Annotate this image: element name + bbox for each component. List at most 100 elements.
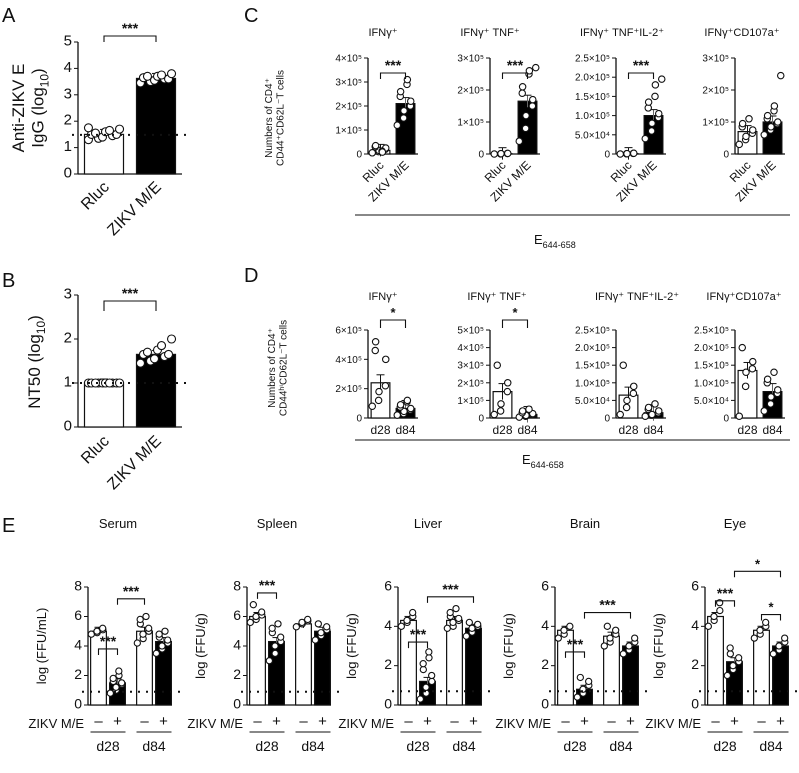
significance-bracket — [501, 72, 529, 79]
epitope-label-d: E644-658 — [522, 452, 564, 470]
significance-bracket — [103, 35, 157, 42]
category-label: d84 — [643, 423, 663, 437]
y-tick-label: 0 — [74, 696, 82, 712]
y-tick-label: 5.0×10⁴ — [575, 396, 610, 407]
data-point — [455, 614, 463, 623]
data-point — [425, 654, 433, 662]
data-point — [641, 412, 649, 420]
axis-label-line: CD44⁺CD62L⁻T cells — [276, 70, 287, 166]
data-point — [515, 137, 523, 145]
y-tick-label: 3×10⁵ — [335, 78, 362, 89]
category-label: d84 — [395, 423, 415, 437]
axis-label-part: CD44⁺CD62L⁻T cells — [276, 70, 287, 166]
category-label: d84 — [517, 423, 537, 437]
data-point — [503, 387, 512, 396]
data-point — [428, 677, 436, 686]
y-tick-label: 2 — [74, 666, 82, 682]
treatment-sign: + — [469, 713, 478, 730]
y-tick-label: 2 — [233, 666, 241, 682]
y-tick-label: 3×10⁵ — [702, 54, 729, 65]
treatment-sign: – — [404, 713, 413, 730]
data-point — [443, 624, 451, 632]
data-point — [490, 410, 498, 419]
data-point — [396, 401, 405, 409]
data-point — [525, 405, 533, 413]
data-point — [368, 149, 376, 157]
panel-title: IFNγ⁺ — [368, 27, 397, 39]
significance-label: *** — [122, 20, 139, 36]
data-point — [644, 403, 653, 412]
chart-panel: 0 2 4 6 *** *** — [384, 578, 490, 712]
data-point — [576, 673, 584, 682]
data-point — [371, 141, 380, 150]
y-tick-label: 3×10⁵ — [457, 361, 484, 372]
data-point — [738, 119, 747, 128]
y-tick-label: 0 — [64, 418, 72, 435]
y-tick-label: 4 — [74, 637, 82, 653]
data-point — [145, 624, 153, 632]
y-tick-label: 1.5×10⁵ — [575, 92, 610, 103]
data-point — [265, 657, 273, 665]
significance-label: *** — [123, 583, 140, 599]
data-point — [729, 662, 737, 670]
axis-label-part: IgG (log — [29, 87, 48, 147]
data-point — [152, 649, 160, 658]
data-point — [375, 387, 383, 396]
data-point — [735, 140, 743, 149]
category-label: ZIKV M/E — [104, 433, 164, 493]
data-point — [115, 667, 123, 675]
panel-title: IFNγ⁺ — [368, 291, 397, 303]
axis-label-line: log (FFU/g) — [651, 613, 666, 679]
significance-bracket — [97, 648, 119, 655]
data-point — [629, 389, 638, 398]
category-label: Rluc — [78, 433, 113, 468]
y-tick-label: 5.0×10⁴ — [575, 130, 610, 141]
day-label: d28 — [713, 738, 737, 754]
data-point — [465, 618, 473, 627]
y-tick-label: 1×10⁵ — [457, 118, 484, 129]
y-tick-label: 2.0×10⁵ — [575, 73, 610, 84]
chart-panel: 0 2 4 6 8 *** *** — [74, 578, 180, 712]
data-point — [773, 386, 782, 394]
y-tick-label: 8 — [233, 578, 241, 594]
y-tick-label: 2 — [64, 330, 72, 347]
y-tick-label: 2×10⁵ — [457, 86, 484, 97]
significance-bracket — [501, 319, 529, 328]
data-point — [406, 97, 415, 105]
y-tick-label: 6×10⁵ — [335, 326, 362, 337]
data-point — [710, 612, 718, 621]
data-point — [142, 612, 150, 621]
significance-bracket — [714, 600, 736, 607]
data-point — [738, 343, 746, 352]
data-point — [314, 620, 322, 628]
y-tick-label: 2.0×10⁵ — [694, 343, 729, 354]
data-point — [163, 349, 174, 359]
data-point — [619, 650, 627, 658]
data-point — [109, 674, 117, 683]
y-tick-label: 2 — [64, 112, 72, 129]
axis-label: log (FFU/g) — [193, 613, 208, 679]
significance-bracket — [379, 319, 407, 328]
y-tick-label: 3 — [64, 286, 72, 303]
data-point — [585, 677, 593, 686]
chart-panel: 0 5.0×10⁴ 1.0×10⁵ 1.5×10⁵ 2.0×10⁵ 2.5×10⁵ — [694, 326, 785, 425]
data-point — [246, 618, 254, 627]
data-point — [161, 627, 169, 635]
data-point — [155, 630, 163, 638]
axis-label: log (FFU/g) — [344, 613, 359, 679]
treatment-sign: – — [450, 713, 459, 730]
data-point — [493, 361, 501, 369]
significance-bracket — [103, 300, 157, 311]
bar — [446, 619, 463, 706]
data-point — [726, 644, 734, 652]
axis-label-part: 10 — [34, 321, 48, 335]
panel-title: IFNγ⁺ TNF⁺IL-2⁺ — [595, 291, 679, 303]
significance-bracket — [256, 592, 278, 599]
significance-label: *** — [507, 57, 524, 73]
data-point — [651, 92, 659, 101]
data-point — [416, 695, 424, 703]
chart-panel: 0 2 4 6 8 *** — [233, 577, 339, 712]
axis-label-line: Numbers of CD4⁺ — [267, 328, 278, 408]
